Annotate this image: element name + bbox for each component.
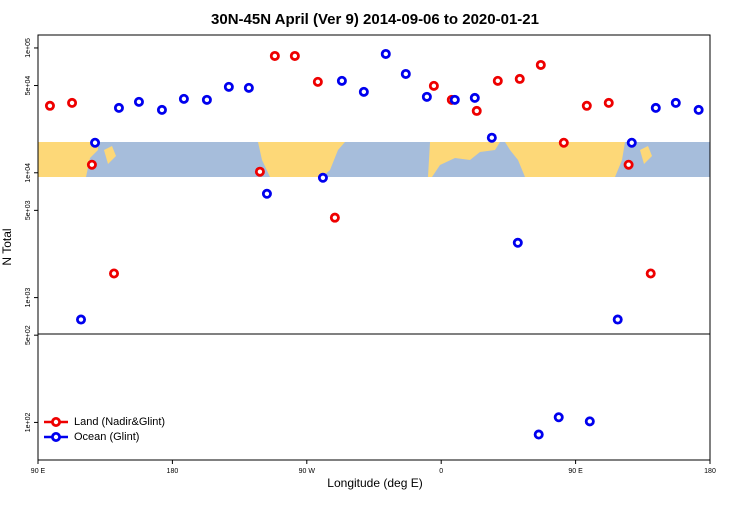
point: [535, 59, 546, 70]
plot-frame: [37, 34, 711, 461]
point: [67, 97, 78, 108]
y-tick-label: 5e+04: [25, 76, 32, 96]
point: [358, 86, 369, 97]
point: [626, 137, 637, 148]
point: [533, 429, 544, 440]
x-tick-label: 180: [167, 468, 179, 475]
point: [486, 132, 497, 143]
point: [645, 268, 656, 279]
point: [603, 97, 614, 108]
x-tick-label: 90 E: [31, 468, 46, 475]
point: [317, 172, 328, 183]
y-tick-label: 5e+02: [25, 325, 32, 345]
point: [254, 166, 265, 177]
x-tick-label: 90 E: [568, 468, 583, 475]
point: [109, 268, 120, 279]
y-tick-label: 1e+05: [25, 38, 32, 58]
point: [612, 314, 623, 325]
point: [261, 188, 272, 199]
point: [553, 412, 564, 423]
point: [312, 76, 323, 87]
point: [289, 50, 300, 61]
point: [86, 159, 97, 170]
point: [243, 82, 254, 93]
point: [76, 314, 87, 325]
point: [584, 416, 595, 427]
y-tick-label: 1e+03: [25, 288, 32, 308]
point: [90, 137, 101, 148]
point: [421, 91, 432, 102]
chart-title: 30N-45N April (Ver 9) 2014-09-06 to 2020…: [211, 11, 539, 28]
point: [269, 50, 280, 61]
point: [223, 81, 234, 92]
point: [178, 93, 189, 104]
x-axis-label: Longitude (deg E): [327, 476, 422, 490]
point: [693, 104, 704, 115]
point: [512, 237, 523, 248]
legend-marker: [51, 431, 62, 442]
legend-label: Ocean (Glint): [74, 431, 139, 443]
point: [380, 48, 391, 59]
point: [514, 73, 525, 84]
point: [471, 105, 482, 116]
point: [623, 159, 634, 170]
point: [581, 100, 592, 111]
point: [428, 80, 439, 91]
point: [449, 94, 460, 105]
point: [400, 68, 411, 79]
x-tick-label: 90 W: [299, 468, 316, 475]
point: [201, 94, 212, 105]
point: [156, 104, 167, 115]
point: [44, 100, 55, 111]
legend-marker: [51, 416, 62, 427]
legend-label: Land (Nadir&Glint): [74, 416, 165, 428]
point: [113, 102, 124, 113]
point: [558, 137, 569, 148]
point: [329, 212, 340, 223]
y-axis-label: N Total: [0, 228, 14, 265]
y-tick-label: 5e+03: [25, 200, 32, 220]
y-tick-label: 1e+04: [25, 163, 32, 183]
x-tick-label: 180: [704, 468, 716, 475]
point: [133, 96, 144, 107]
map-strip: [38, 142, 710, 177]
point: [650, 102, 661, 113]
x-tick-label: 0: [439, 468, 443, 475]
point: [469, 92, 480, 103]
y-tick-label: 1e+02: [25, 412, 32, 432]
point: [492, 75, 503, 86]
point: [670, 97, 681, 108]
point: [336, 75, 347, 86]
